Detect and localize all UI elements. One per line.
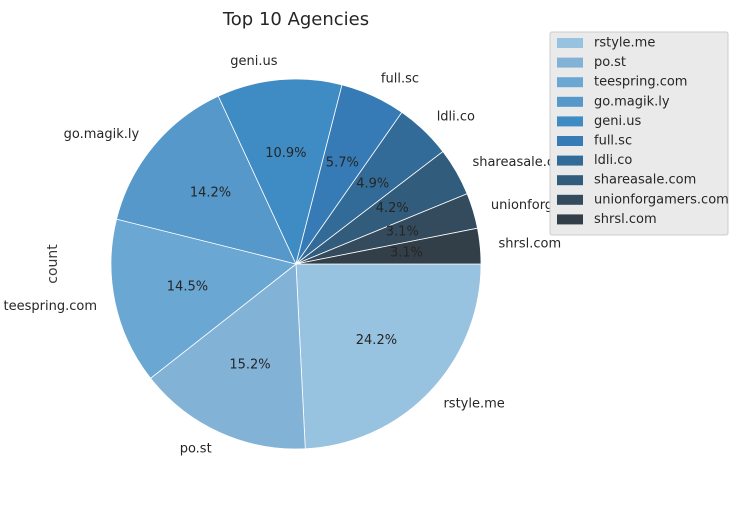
pie-slice-go-magik-ly xyxy=(116,95,297,265)
percent-label: 24.2% xyxy=(356,333,397,348)
slice-label: teespring.com xyxy=(4,299,97,314)
legend-swatch xyxy=(557,57,583,68)
pie-slice-geni-us xyxy=(217,78,343,266)
percent-labels: 24.2% 15.2% 14.5% 14.2% 10.9% 5.7% 4.9% 4.2% 3.1… xyxy=(167,146,423,373)
legend-label: po.st xyxy=(594,55,626,70)
percent-label: 4.2% xyxy=(376,201,409,216)
legend-label: ldli.co xyxy=(594,153,632,168)
pie-slice-shrsl-com xyxy=(295,227,482,265)
pie-slice-teespring-com xyxy=(110,218,297,379)
slice-label: shareasale.com xyxy=(472,155,574,170)
legend-swatch xyxy=(557,194,583,205)
legend-label: geni.us xyxy=(594,114,641,129)
percent-label: 5.7% xyxy=(326,156,359,171)
legend-label: teespring.com xyxy=(594,75,687,90)
legend-swatch xyxy=(557,96,583,107)
slice-label: shrsl.com xyxy=(499,237,562,252)
percent-label: 3.1% xyxy=(386,225,419,240)
legend-swatch xyxy=(557,116,583,127)
percent-label: 10.9% xyxy=(265,146,306,161)
percent-label: 14.5% xyxy=(167,280,208,295)
legend-swatch xyxy=(557,214,583,225)
percent-label: 14.2% xyxy=(190,186,231,201)
percent-label: 3.1% xyxy=(390,246,423,261)
slice-label: go.magik.ly xyxy=(64,127,140,142)
legend-label: go.magik.ly xyxy=(594,94,670,109)
legend-label: full.sc xyxy=(594,134,632,149)
legend-label: shrsl.com xyxy=(594,212,657,227)
legend: rstyle.me po.st teespring.com go.magik.ly ge… xyxy=(549,31,729,236)
slice-label: full.sc xyxy=(381,72,419,87)
y-axis-label: count xyxy=(45,244,61,284)
legend-box xyxy=(549,31,729,236)
pie-slice-rstyle-me xyxy=(295,263,482,450)
slice-label: geni.us xyxy=(230,54,277,69)
slice-label: ldli.co xyxy=(437,109,475,124)
legend-swatch xyxy=(557,175,583,186)
percent-label: 4.9% xyxy=(356,176,389,191)
legend-label: rstyle.me xyxy=(594,36,655,51)
chart-title: Top 10 Agencies xyxy=(222,9,369,30)
slice-label: rstyle.me xyxy=(443,397,504,412)
legend-swatch xyxy=(557,155,583,166)
legend-swatch xyxy=(557,136,583,146)
slice-label: po.st xyxy=(180,442,212,457)
legend-swatch xyxy=(557,38,583,48)
pie-slices xyxy=(110,78,482,450)
pie-slice-po-st xyxy=(149,263,306,450)
legend-label: shareasale.com xyxy=(594,173,696,188)
legend-label: unionforgamers.com xyxy=(594,192,729,207)
percent-label: 15.2% xyxy=(229,358,270,373)
legend-swatch xyxy=(557,77,583,88)
